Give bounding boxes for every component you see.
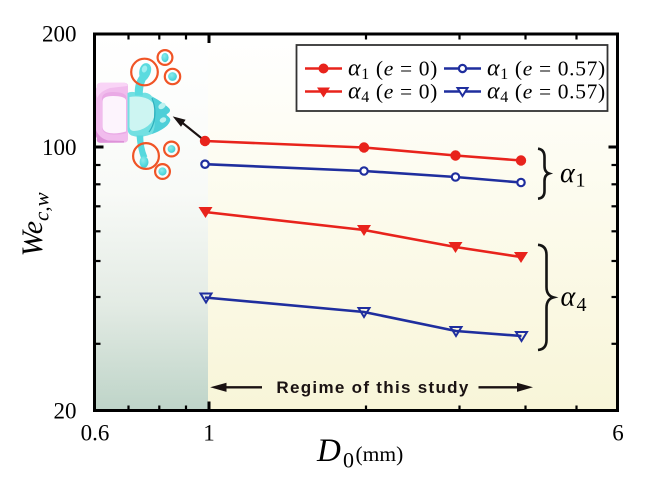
svg-text:1: 1 (203, 421, 215, 446)
svg-text:(mm): (mm) (356, 442, 404, 466)
svg-text:Regime of this study: Regime of this study (276, 378, 469, 397)
svg-text:0: 0 (343, 448, 354, 473)
svg-text:0.6: 0.6 (81, 421, 110, 446)
svg-text:α4 (e = 0.57): α4 (e = 0.57) (487, 79, 606, 107)
svg-text:4: 4 (577, 294, 587, 316)
svg-text:α1 (e = 0.57): α1 (e = 0.57) (487, 56, 606, 84)
svg-text:α: α (560, 158, 576, 189)
svg-text:6: 6 (612, 421, 624, 446)
svg-text:D: D (316, 433, 341, 469)
svg-text:100: 100 (42, 135, 77, 160)
svg-text:c,w: c,w (30, 192, 54, 221)
svg-text:α4 (e = 0): α4 (e = 0) (348, 79, 438, 107)
svg-text:200: 200 (42, 22, 77, 47)
svg-text:We: We (16, 221, 49, 257)
svg-text:α: α (561, 282, 577, 313)
svg-text:α1 (e = 0): α1 (e = 0) (348, 56, 438, 84)
svg-text:1: 1 (576, 170, 586, 192)
svg-text:20: 20 (54, 398, 77, 423)
